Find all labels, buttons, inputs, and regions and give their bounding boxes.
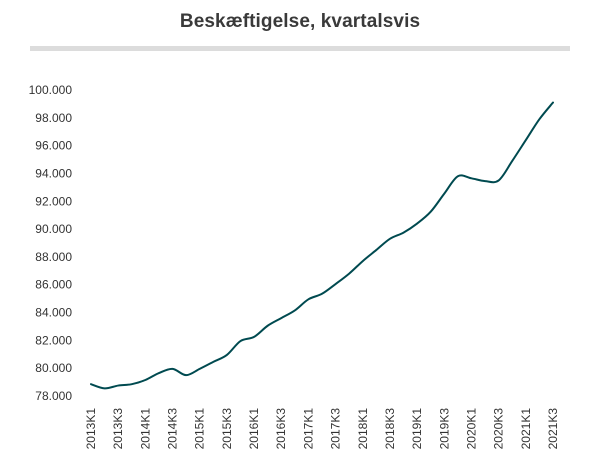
data-point [496,177,502,183]
x-tick-label: 2013K1 [84,408,98,450]
data-point [142,377,148,383]
data-point [360,258,366,264]
x-tick-label: 2017K3 [329,408,343,450]
data-point [251,334,257,340]
title-divider [30,46,570,51]
data-point [523,137,529,143]
y-tick-label: 90.000 [35,222,72,236]
x-tick-label: 2014K3 [166,408,180,450]
y-tick-label: 82.000 [35,333,72,347]
data-point [170,366,176,372]
data-point [197,366,203,372]
data-point [237,338,243,344]
y-tick-label: 80.000 [35,361,72,375]
data-point [156,370,162,376]
y-tick-label: 84.000 [35,306,72,320]
data-point [210,359,216,365]
data-point [265,323,271,329]
x-tick-label: 2015K1 [193,408,207,450]
data-point [333,281,339,287]
chart-title: Beskæftigelse, kvartalsvis [179,11,421,32]
x-tick-label: 2021K3 [546,408,560,450]
data-point [373,247,379,253]
data-point [455,173,461,179]
data-point [414,221,420,227]
x-tick-label: 2019K1 [410,408,424,450]
y-axis: 78.000 80.000 82.000 84.000 86.000 88.000 90.0… [29,83,73,403]
data-point [319,291,325,297]
data-point [129,381,135,387]
x-tick-label: 2018K1 [356,408,370,450]
y-tick-label: 100.000 [29,83,73,97]
x-tick-label: 2016K3 [274,408,288,450]
data-point [468,175,474,181]
data-point [550,100,556,106]
y-tick-label: 96.000 [35,139,72,153]
x-tick-label: 2013K3 [111,408,125,450]
x-tick-label: 2014K1 [138,408,152,450]
series-layer [88,100,556,391]
data-point [102,385,108,391]
x-tick-label: 2018K3 [383,408,397,450]
data-point [536,116,542,122]
data-point [401,230,407,236]
x-tick-label: 2016K1 [247,408,261,450]
data-point [482,178,488,184]
data-point [346,271,352,277]
y-tick-label: 88.000 [35,250,72,264]
data-point [278,315,284,321]
x-tick-label: 2019K3 [437,408,451,450]
x-tick-label: 2020K1 [464,408,478,450]
y-tick-label: 94.000 [35,166,72,180]
y-tick-label: 98.000 [35,111,72,125]
x-tick-label: 2015K3 [220,408,234,450]
series-line [90,101,554,390]
x-tick-label: 2020K3 [492,408,506,450]
y-tick-label: 78.000 [35,389,72,403]
data-point [441,191,447,197]
data-point [224,352,230,358]
data-point [509,158,515,164]
data-point [387,236,393,242]
x-tick-label: 2017K1 [301,408,315,450]
data-point [292,307,298,313]
x-tick-label: 2021K1 [519,408,533,450]
data-point [115,383,121,389]
data-point [428,209,434,215]
data-point [305,296,311,302]
y-tick-label: 92.000 [35,194,72,208]
data-point [88,381,94,387]
y-tick-label: 86.000 [35,278,72,292]
x-axis: 2013K1 2013K3 2014K1 2014K3 2015K1 2015K3 2016… [84,408,560,450]
data-point [183,372,189,378]
